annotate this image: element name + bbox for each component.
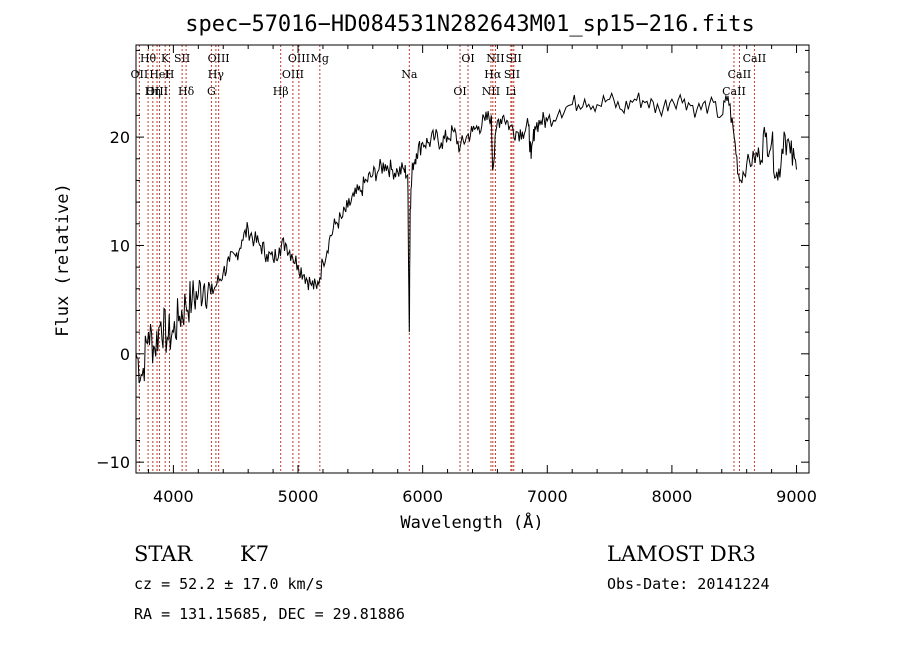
- observation-date: Obs-Date: 20141224: [607, 575, 770, 593]
- object-subclass: K7: [240, 542, 269, 566]
- emission-line-label: Hβ: [273, 85, 289, 98]
- x-tick-label: 7000: [527, 487, 568, 506]
- y-axis-ticks: −10 0 10 20: [96, 49, 809, 472]
- y-axis-label: Flux (relative): [53, 183, 73, 337]
- emission-line-label: OIII: [208, 52, 230, 65]
- emission-line-label: HeI: [149, 68, 169, 81]
- survey-name: LAMOST DR3: [607, 542, 756, 566]
- emission-line-label: OII: [131, 68, 149, 81]
- emission-line-label: SII: [504, 68, 520, 81]
- y-tick-label: 0: [120, 345, 130, 364]
- emission-line-label: Li: [505, 85, 516, 98]
- emission-line-label: Mg: [311, 52, 329, 65]
- y-tick-label: −10: [96, 453, 130, 472]
- emission-line-label: OIII: [288, 52, 310, 65]
- emission-line-label: Hδ: [178, 85, 195, 98]
- y-tick-label: 10: [110, 236, 130, 255]
- emission-line-label: CaII: [722, 85, 746, 98]
- emission-line-label: OIII: [146, 85, 168, 98]
- emission-line-label: NII: [486, 52, 504, 65]
- emission-line-label: G: [207, 85, 216, 98]
- emission-line-labels: Hθ OII OIII K HeI Hη SII HHδ OIII Hγ G OIII OIII Hβ Mg…: [131, 52, 767, 98]
- emission-line-markers: [138, 45, 755, 473]
- emission-line-label: SII: [506, 52, 522, 65]
- emission-line-label: CaII: [728, 68, 752, 81]
- emission-line-label: Hγ: [208, 68, 225, 81]
- emission-line-label: Hη: [145, 85, 161, 98]
- emission-line-label: K: [161, 52, 170, 65]
- x-tick-label: 8000: [652, 487, 693, 506]
- emission-line-label: SII: [174, 52, 190, 65]
- x-axis-label: Wavelength (Å): [400, 511, 543, 533]
- ra-dec: RA = 131.15685, DEC = 29.81886: [134, 605, 405, 623]
- emission-line-label: CaII: [743, 52, 767, 65]
- redshift-cz: cz = 52.2 ± 17.0 km/s: [134, 575, 324, 593]
- emission-line-label: OIII: [282, 68, 304, 81]
- x-tick-label: 6000: [402, 487, 443, 506]
- emission-line-label: OI: [453, 85, 466, 98]
- x-axis-ticks: 4000 5000 6000 7000 8000 9000: [147, 45, 817, 506]
- x-tick-label: 4000: [153, 487, 194, 506]
- emission-line-label: Hα: [484, 68, 502, 81]
- emission-line-label: OI: [461, 52, 474, 65]
- object-class: STAR: [134, 542, 193, 566]
- emission-line-label: H: [165, 68, 175, 81]
- emission-line-label: Hθ: [140, 52, 157, 65]
- x-tick-label: 5000: [278, 487, 319, 506]
- emission-line-label: NII: [482, 85, 500, 98]
- y-tick-label: 20: [110, 128, 130, 147]
- spectrum-line: [135, 91, 797, 384]
- emission-line-label: Na: [401, 68, 418, 81]
- x-tick-label: 9000: [776, 487, 817, 506]
- chart-title: spec−57016−HD084531N282643M01_sp15−216.f…: [185, 12, 755, 37]
